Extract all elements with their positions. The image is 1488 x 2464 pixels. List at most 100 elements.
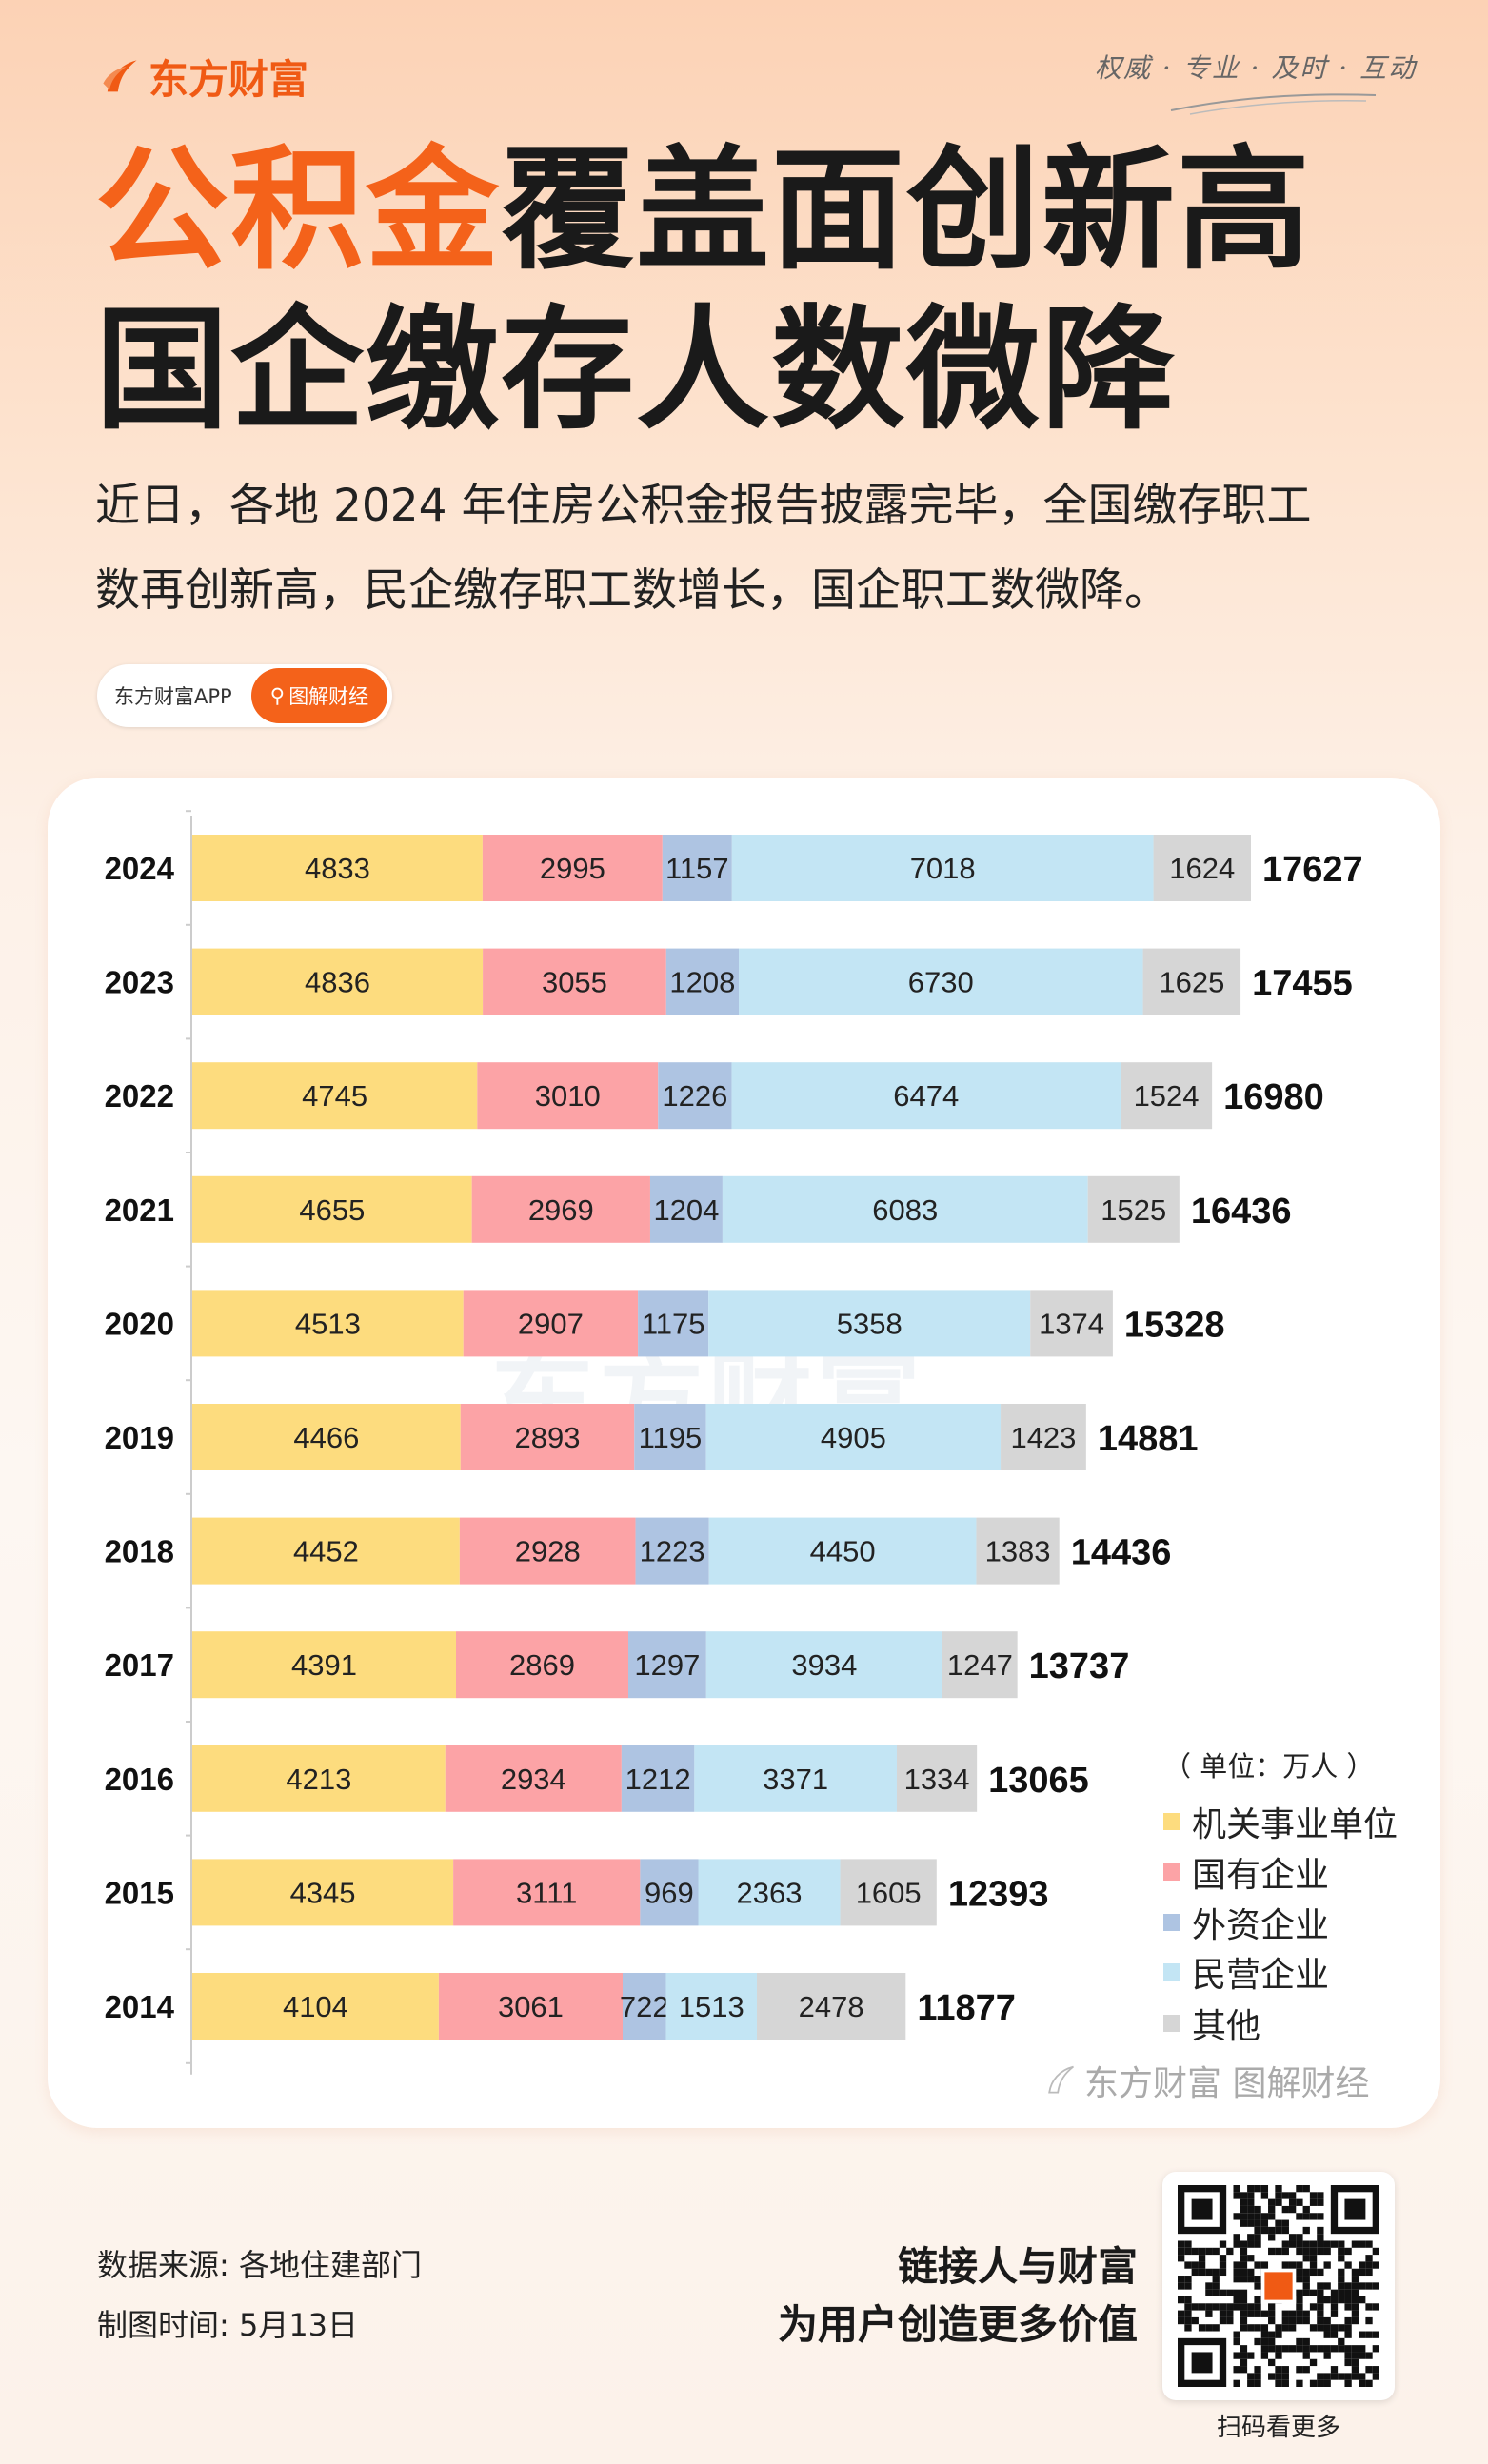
segment-value-label: 1247 (947, 1648, 1013, 1682)
segment-value-label: 4450 (810, 1535, 876, 1568)
segment-value-label: 1625 (1159, 966, 1224, 999)
bar-segment (694, 1745, 897, 1812)
slogan-brush-decoration (1170, 93, 1377, 115)
bar-segment (722, 1175, 1088, 1243)
bar-segment (192, 1404, 461, 1470)
segment-value-label: 4833 (305, 852, 370, 885)
brand-logo: 东方财富 (99, 48, 308, 106)
bar-segment (705, 1631, 942, 1699)
bar-segment (438, 1973, 624, 2040)
legend-label: 民营企业 (1192, 1956, 1330, 1995)
bar-segment (621, 1745, 695, 1812)
bar-segment (708, 1517, 977, 1585)
bar-segment (896, 1745, 978, 1812)
segment-value-label: 2869 (509, 1648, 575, 1682)
bar-segment (976, 1517, 1060, 1585)
bar-segment (192, 1859, 454, 1926)
bar-segment (1087, 1175, 1180, 1243)
year-label: 2017 (105, 1647, 174, 1683)
watermark-text: 东方财富 图解财经 (1084, 2064, 1370, 2103)
page-title-line2: 国企缴存人数微降 (95, 293, 1178, 448)
segment-value-label: 722 (620, 1990, 669, 2023)
year-label: 2023 (105, 965, 174, 1000)
segment-value-label: 1223 (640, 1535, 705, 1568)
brand-flame-icon (103, 59, 137, 91)
legend-label: 其他 (1192, 2007, 1261, 2046)
segment-value-label: 1195 (639, 1421, 703, 1454)
segment-value-label: 1525 (1101, 1193, 1166, 1227)
total-value-label: 14436 (1071, 1533, 1172, 1573)
total-value-label: 16980 (1223, 1077, 1324, 1117)
channel-name: 图解财经 (288, 685, 369, 708)
bar-segment (623, 1973, 666, 2040)
bar-segment (1030, 1290, 1113, 1357)
legend-swatch (1163, 1914, 1180, 1931)
bar-segment (1001, 1404, 1086, 1470)
qr-code[interactable] (1162, 2172, 1395, 2400)
segment-value-label: 2893 (515, 1421, 581, 1454)
segment-value-label: 3111 (516, 1876, 577, 1909)
segment-value-label: 4905 (821, 1421, 886, 1454)
brand-name: 东方财富 (149, 56, 309, 103)
segment-value-label: 2934 (501, 1763, 566, 1796)
segment-value-label: 1208 (669, 966, 735, 999)
segment-value-label: 1334 (904, 1763, 970, 1796)
bar-segment (459, 1517, 636, 1585)
legend-item: 外资企业 (1163, 1898, 1329, 1947)
segment-value-label: 4466 (293, 1421, 359, 1454)
legend-swatch (1163, 1813, 1180, 1830)
segment-value-label: 1175 (642, 1307, 705, 1340)
year-label: 2015 (105, 1875, 174, 1910)
legend-label: 外资企业 (1192, 1906, 1330, 1945)
bar-segment (192, 1175, 472, 1243)
segment-value-label: 1374 (1039, 1307, 1104, 1340)
segment-value-label: 4104 (283, 1990, 348, 2023)
bar-segment (665, 1973, 757, 2040)
page-title-line1: 公积金覆盖面创新高 (95, 145, 1312, 278)
segment-value-label: 3934 (791, 1648, 857, 1682)
unit-label: （ 单位：万人 ） (1163, 1750, 1375, 1783)
year-label: 2021 (105, 1193, 174, 1228)
segment-value-label: 1157 (665, 852, 729, 885)
segment-value-label: 2969 (528, 1193, 594, 1227)
total-value-label: 17627 (1262, 850, 1363, 890)
bar-segment (635, 1517, 709, 1585)
segment-value-label: 2995 (540, 852, 605, 885)
segment-value-label: 2907 (518, 1307, 584, 1340)
bar-segment (942, 1631, 1018, 1699)
segment-value-label: 3055 (542, 966, 607, 999)
legend-swatch (1163, 1863, 1180, 1881)
legend-label: 国有企业 (1192, 1856, 1330, 1895)
bar-segment (471, 1175, 650, 1243)
segment-value-label: 969 (645, 1876, 694, 1909)
bar-segment (731, 835, 1154, 901)
bar-segment (705, 1404, 1002, 1470)
total-value-label: 11877 (917, 1988, 1016, 2028)
bar-segment (477, 1062, 659, 1130)
bar-segment (453, 1859, 641, 1926)
channel-pill[interactable]: ⚲ 图解财经 (251, 668, 387, 723)
bar-segment (756, 1973, 906, 2040)
stacked-bar-chart: 2024 4833 2995 1157 7018 1624 17627 2023 4836 305… (105, 810, 1363, 2075)
bar-segment (192, 948, 484, 1015)
bar-segment (456, 1631, 628, 1699)
bar-segment (192, 1062, 478, 1130)
total-value-label: 16436 (1191, 1192, 1292, 1232)
segment-value-label: 6083 (872, 1193, 938, 1227)
segment-value-label: 6730 (908, 966, 974, 999)
segment-value-label: 3010 (535, 1079, 601, 1113)
segment-value-label: 5358 (837, 1307, 903, 1340)
segment-value-label: 2928 (515, 1535, 581, 1568)
bar-segment (1153, 835, 1251, 901)
legend-item: 国有企业 (1163, 1847, 1329, 1897)
segment-value-label: 4345 (290, 1876, 356, 1909)
legend-item: 民营企业 (1163, 1947, 1329, 1997)
bar-segment (460, 1404, 635, 1470)
year-label: 2016 (105, 1762, 174, 1797)
data-source: 数据来源: 各地住建部门 (97, 2247, 422, 2283)
year-label: 2024 (105, 851, 175, 886)
subtitle-line2: 数再创新高，民企缴存职工数增长，国企职工数微降。 (95, 564, 1169, 617)
channel-badge[interactable]: 东方财富APP ⚲ 图解财经 (97, 664, 392, 727)
segment-value-label: 1423 (1010, 1421, 1076, 1454)
total-value-label: 13737 (1029, 1646, 1130, 1686)
